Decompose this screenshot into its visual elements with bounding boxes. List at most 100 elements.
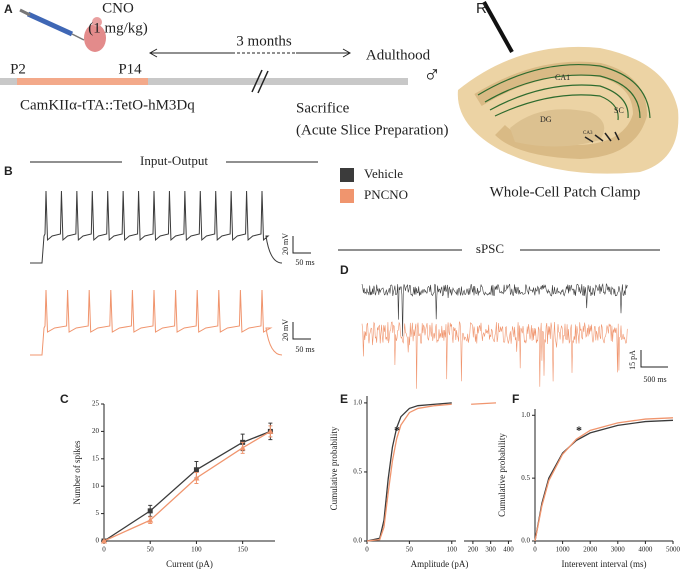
scale-label: 50 ms (295, 258, 314, 267)
panel-label: D (340, 263, 349, 277)
legend-swatch (340, 189, 354, 203)
trace (361, 321, 628, 389)
scale-label: 50 ms (295, 345, 314, 354)
preparation: (Acute Slice Preparation) (296, 122, 448, 138)
diagram-title: Whole-Cell Patch Clamp (490, 184, 641, 200)
x-tick-label: 400 (503, 546, 514, 554)
data-point (193, 474, 200, 481)
x-tick-label: 0 (365, 546, 369, 554)
drug: CNO (102, 0, 134, 16)
annotation: * (394, 423, 400, 437)
x-axis-label: Amplitude (pA) (411, 559, 469, 569)
scale-bar (292, 236, 311, 340)
trace (361, 283, 628, 337)
panel-title: Input-Output (140, 153, 208, 168)
x-tick-label: 1000 (556, 546, 571, 554)
legend-swatch (340, 168, 354, 182)
legend-label: PNCNO (364, 187, 408, 202)
data-point (267, 428, 274, 434)
panel-label: C (60, 392, 69, 406)
timeline-bar (0, 78, 408, 85)
data-point (147, 508, 153, 514)
legend-label: Vehicle (364, 166, 403, 181)
end-age: P14 (118, 61, 142, 77)
region-label: DG (540, 115, 552, 124)
data-point (193, 467, 199, 473)
x-tick-label: 50 (406, 546, 414, 554)
y-tick-label: 10 (92, 482, 100, 490)
electrode-label: R (476, 0, 487, 17)
region-label: CA1 (555, 73, 570, 82)
scale-label: 20 mV (281, 319, 290, 341)
scale-label: 15 pA (628, 350, 637, 370)
x-tick-label: 100 (447, 546, 458, 554)
x-axis-label: Interevent interval (ms) (562, 559, 647, 569)
x-tick-label: 4000 (638, 546, 653, 554)
panel-label: F (512, 392, 519, 406)
x-tick-label: 100 (191, 546, 202, 554)
data-point (101, 538, 107, 544)
y-tick-label: 0.5 (353, 468, 362, 476)
x-tick-label: 0 (102, 546, 106, 554)
series-line (471, 402, 497, 405)
legend: Vehicle PNCNO (340, 166, 408, 203)
x-tick-label: 150 (237, 546, 248, 554)
axis (103, 404, 275, 542)
series-line (366, 403, 452, 542)
y-tick-label: 20 (92, 427, 100, 435)
trace (30, 289, 283, 356)
x-tick-label: 3000 (611, 546, 626, 554)
region-label: CA3 (583, 131, 593, 136)
x-tick-label: 0 (533, 546, 537, 554)
timeline-arrow (148, 48, 352, 58)
panel-label: A (4, 2, 13, 16)
y-tick-label: 1.0 (353, 399, 362, 407)
data-point (147, 517, 154, 523)
axis (366, 396, 456, 542)
x-tick-label: 5000 (666, 546, 681, 554)
data-point (239, 444, 246, 451)
series-line (534, 417, 674, 542)
mouse-icon (19, 8, 106, 52)
y-tick-label: 0 (96, 537, 100, 545)
x-tick-label: 200 (468, 546, 479, 554)
dose: (1 mg/kg) (88, 20, 148, 36)
sex-symbol: ♂ (423, 63, 441, 89)
y-axis-label: Number of spikes (72, 440, 82, 504)
treatment-bar (17, 78, 148, 85)
y-axis-label: Cumulative probability (329, 426, 339, 510)
scale-label: 500 ms (643, 375, 666, 384)
y-tick-label: 0.5 (521, 474, 530, 482)
traces (30, 190, 628, 389)
start-age: P2 (10, 61, 26, 77)
time-break (251, 69, 263, 93)
region-label: SC (614, 106, 624, 115)
trace (30, 190, 283, 264)
y-tick-label: 5 (96, 509, 100, 517)
x-tick-label: 2000 (583, 546, 598, 554)
sacrifice: Sacrifice (296, 100, 350, 116)
x-axis-label: Current (pA) (166, 559, 213, 569)
y-tick-label: 0.0 (521, 537, 530, 545)
x-tick-label: 300 (485, 546, 496, 554)
annotation: * (576, 423, 582, 437)
y-tick-label: 1.0 (521, 411, 530, 419)
series-line (534, 419, 674, 542)
hippocampus-diagram (457, 1, 679, 174)
duration: 3 months (236, 33, 292, 49)
y-tick-label: 15 (92, 454, 100, 462)
panel-title: sPSC (476, 241, 504, 256)
panel-label: E (340, 392, 348, 406)
x-tick-label: 50 (147, 546, 155, 554)
scale-bar (640, 350, 668, 368)
adulthood: Adulthood (366, 47, 431, 63)
scale-label: 20 mV (281, 233, 290, 255)
time-break (257, 70, 269, 94)
series-line (366, 402, 452, 542)
genotype: CamKIIα-tTA::TetO-hM3Dq (20, 97, 195, 113)
y-axis-label: Cumulative probability (497, 433, 507, 517)
panel-label: B (4, 164, 13, 178)
y-tick-label: 25 (92, 400, 100, 408)
